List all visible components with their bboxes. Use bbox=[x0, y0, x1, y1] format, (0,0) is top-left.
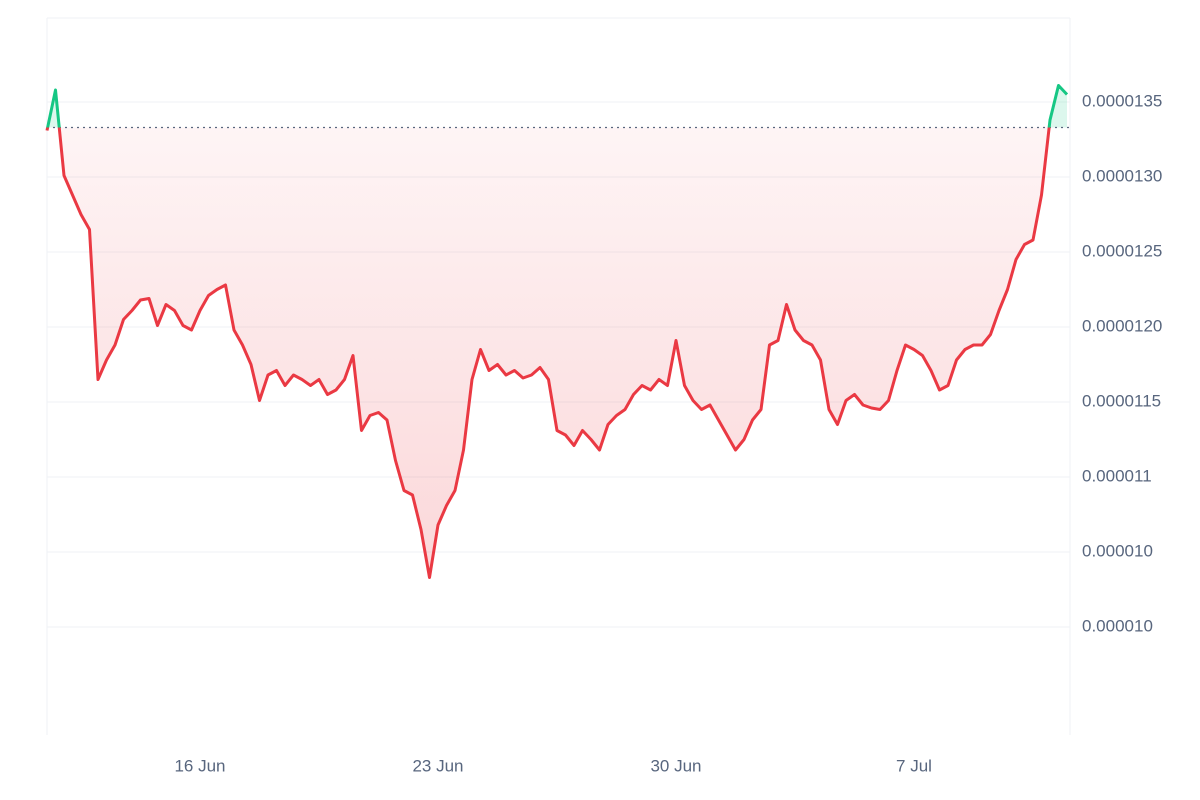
y-tick-label: 0.000011 bbox=[1082, 466, 1152, 485]
price-line-below bbox=[45, 127, 1051, 579]
y-tick-label: 0.0000125 bbox=[1082, 241, 1162, 260]
y-tick-label: 0.0000115 bbox=[1082, 391, 1161, 410]
x-tick-label: 16 Jun bbox=[174, 756, 225, 775]
y-tick-label: 0.0000120 bbox=[1082, 316, 1162, 335]
y-tick-label: 0.000010 bbox=[1082, 616, 1153, 635]
x-tick-label: 30 Jun bbox=[650, 756, 701, 775]
y-tick-label: 0.0000130 bbox=[1082, 166, 1162, 185]
y-tick-label: 0.000010 bbox=[1082, 541, 1153, 560]
area-below bbox=[47, 127, 1067, 578]
x-tick-label: 23 Jun bbox=[412, 756, 463, 775]
x-tick-label: 7 Jul bbox=[896, 756, 932, 775]
y-tick-label: 0.0000135 bbox=[1082, 91, 1162, 110]
